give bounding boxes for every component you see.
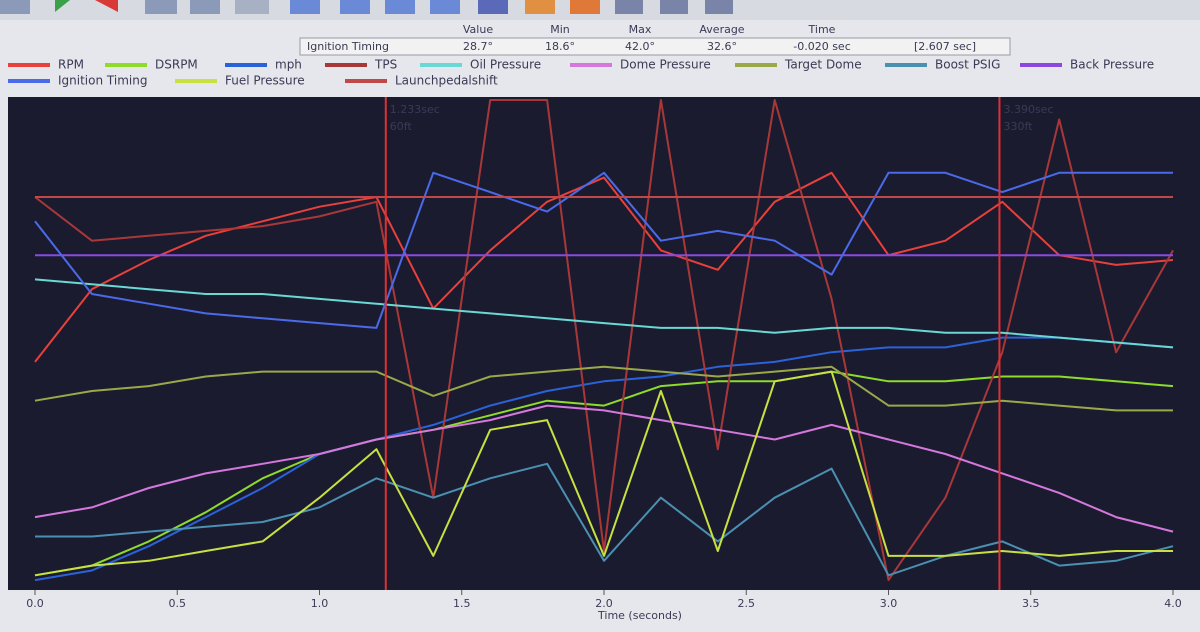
readout: Value Min Max Average Time Ignition Timing 28.…: [307, 23, 976, 53]
tool-button[interactable]: [385, 0, 415, 14]
legend-label: DSRPM: [155, 58, 198, 72]
readout-cell: 42.0°: [625, 40, 655, 53]
series-line: [35, 462, 1174, 577]
x-tick-label: 3.5: [1022, 597, 1040, 610]
x-tick-label: 1.5: [453, 597, 471, 610]
tool-button[interactable]: [190, 0, 220, 14]
toolbar: [0, 0, 1200, 20]
marker-sub: 330ft: [1003, 120, 1033, 133]
marker-label: 1.233sec: [390, 103, 440, 116]
tool-button[interactable]: [525, 0, 555, 14]
tool-button[interactable]: [290, 0, 320, 14]
tool-button[interactable]: [235, 0, 269, 14]
legend-label: mph: [275, 58, 302, 72]
legend-label: TPS: [374, 58, 397, 72]
plot-area: [8, 97, 1200, 590]
readout-header: Max: [629, 23, 652, 36]
series-line: [34, 99, 1174, 582]
legend: RPM DSRPM mph TPS Oil Pressure Dome Pressure T…: [8, 58, 1154, 88]
readout-header: Time: [808, 23, 836, 36]
tool-button[interactable]: [55, 0, 70, 12]
x-tick-label: 3.0: [880, 597, 898, 610]
readout-cell: 18.6°: [545, 40, 575, 53]
x-tick-label: 0.0: [26, 597, 44, 610]
series-line: [34, 365, 1173, 412]
legend-label: Fuel Pressure: [225, 74, 305, 88]
readout-header: Value: [463, 23, 493, 36]
series-line: [34, 171, 1173, 329]
tool-button[interactable]: [615, 0, 643, 14]
marker-label: 3.390sec: [1003, 103, 1053, 116]
readout-cell: 32.6°: [707, 40, 737, 53]
tool-button[interactable]: [95, 0, 118, 12]
tool-button[interactable]: [478, 0, 508, 14]
legend-label: Boost PSIG: [935, 58, 1000, 72]
legend-label: Ignition Timing: [58, 74, 147, 88]
series-line: [34, 404, 1174, 533]
tool-button[interactable]: [430, 0, 460, 14]
plot: 1.233sec 60ft 3.390sec 330ft: [34, 97, 1174, 590]
legend-label: Target Dome: [784, 58, 862, 72]
tool-button[interactable]: [145, 0, 177, 14]
x-tick-label: 4.0: [1164, 597, 1182, 610]
tool-button[interactable]: [705, 0, 733, 14]
series-line: [34, 336, 1174, 582]
series-line: [34, 370, 1173, 577]
series-line: [34, 171, 1174, 363]
readout-box: [299, 37, 1011, 56]
x-tick-label: 2.5: [738, 597, 756, 610]
x-axis-title: Time (seconds): [597, 609, 682, 622]
readout-cell: 28.7°: [463, 40, 493, 53]
legend-label: Dome Pressure: [620, 58, 711, 72]
x-tick-label: 1.0: [311, 597, 329, 610]
legend-label: Oil Pressure: [470, 58, 541, 72]
series-line: [34, 370, 1174, 577]
x-tick-label: 2.0: [595, 597, 613, 610]
tool-button[interactable]: [340, 0, 370, 14]
tool-button[interactable]: [660, 0, 688, 14]
readout-cell: -0.020 sec: [793, 40, 851, 53]
readout-header: Min: [550, 23, 570, 36]
tool-button[interactable]: [570, 0, 600, 14]
marker-sub: 60ft: [390, 120, 413, 133]
series-line: [34, 278, 1174, 349]
tool-button[interactable]: [0, 0, 30, 14]
legend-label: Launchpedalshift: [395, 74, 498, 88]
readout-header: Average: [699, 23, 744, 36]
legend-label: RPM: [58, 58, 84, 72]
x-tick-label: 0.5: [169, 597, 187, 610]
readout-cell: Ignition Timing: [307, 40, 389, 53]
readout-cell: [2.607 sec]: [914, 40, 976, 53]
x-axis: 0.0 0.5 1.0 1.5 2.0 2.5 3.0 3.5 4.0: [26, 590, 1182, 610]
legend-label: Back Pressure: [1070, 58, 1154, 72]
